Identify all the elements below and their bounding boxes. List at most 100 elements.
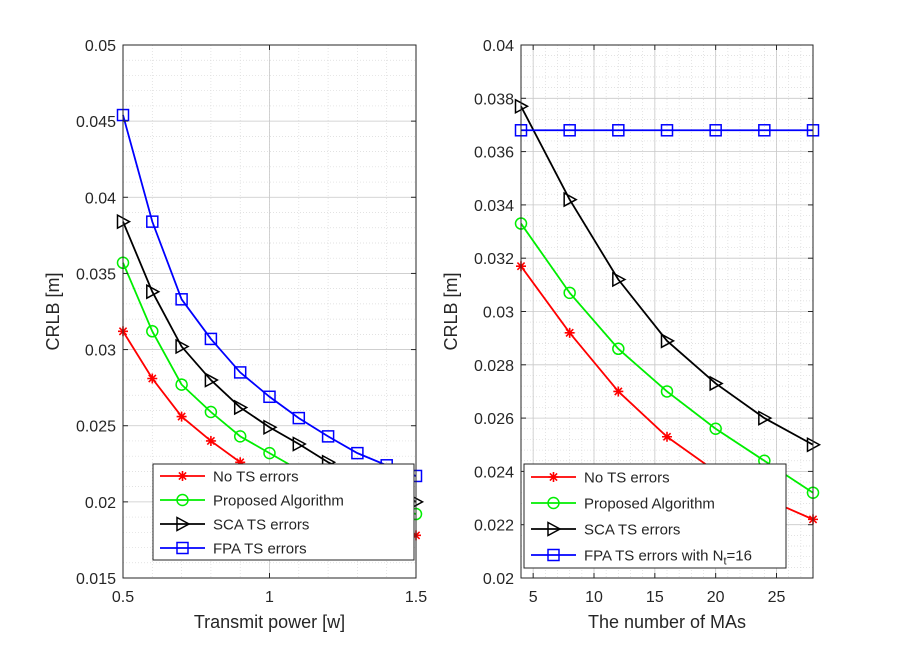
data-point (235, 457, 246, 468)
y-tick-label: 0.05 (85, 38, 116, 55)
legend-entry-no-ts-errors: No TS errors (160, 469, 299, 486)
data-point (660, 124, 674, 137)
legend-label: No TS errors (584, 470, 670, 487)
legend-label: SCA TS errors (584, 522, 680, 539)
x-tick-label: 5 (529, 589, 538, 606)
legend-entry-sca-ts-errors: SCA TS errors (531, 521, 680, 539)
ticks: 0.015 0.02 0.025 0.03 0.035 0.04 0.045 0.05 0.5 1… (76, 38, 427, 606)
series-line (122, 114, 417, 477)
data-point (204, 405, 218, 419)
data-point (660, 333, 676, 349)
legend-label: SCA TS errors (213, 517, 309, 534)
x-axis-label: Transmit power [w] (194, 612, 345, 632)
data-point (563, 191, 578, 208)
y-tick-label: 0.032 (474, 251, 514, 268)
y-tick-label: 0.03 (85, 343, 116, 360)
y-tick-label: 0.025 (76, 419, 116, 436)
legend-label: No TS errors (213, 469, 299, 486)
y-tick-label: 0.028 (474, 358, 514, 375)
data-point (612, 342, 625, 356)
data-point (564, 327, 575, 338)
x-tick-label: 10 (585, 589, 603, 606)
data-point (612, 271, 627, 288)
legend-label: FPA TS errors (213, 541, 307, 558)
data-point (176, 411, 187, 422)
legend-box (523, 463, 787, 569)
data-point (233, 366, 247, 379)
legend-label: Proposed Algorithm (213, 493, 344, 510)
legend-entry-sca-ts-errors: SCA TS errors (160, 516, 309, 534)
y-axis-label: CRLB [m] (43, 272, 63, 350)
ticks: 0.02 0.022 0.024 0.026 0.028 0.03 0.032 0.034 0.… (474, 38, 813, 606)
y-tick-label: 0.03 (483, 305, 514, 322)
legend-marker (177, 471, 188, 481)
y-tick-label: 0.022 (474, 518, 514, 535)
x-tick-label: 1 (265, 589, 274, 606)
legend-marker (548, 472, 559, 482)
legend-entry-no-ts-errors: No TS errors (531, 470, 670, 487)
data-point (351, 446, 364, 460)
y-tick-label: 0.038 (474, 91, 514, 108)
data-point (758, 410, 773, 426)
y-tick-label: 0.036 (474, 145, 514, 162)
x-tick-label: 0.5 (112, 589, 134, 606)
data-point (204, 372, 219, 388)
legend-label: Proposed Algorithm (584, 496, 715, 513)
data-point (147, 373, 158, 384)
y-axis-label: CRLB [m] (441, 272, 461, 350)
y-tick-label: 0.02 (483, 571, 514, 588)
data-point (175, 378, 188, 391)
legend-entry-proposed-algorithm: Proposed Algorithm (160, 493, 344, 510)
legend-marker (547, 548, 560, 562)
data-point (233, 430, 247, 443)
legend-label: FPA TS errors with Nt=16 (584, 548, 752, 568)
y-tick-label: 0.02 (85, 495, 116, 512)
data-point (662, 431, 672, 442)
legend-box (152, 463, 415, 561)
data-point (292, 411, 306, 425)
data-point (146, 283, 161, 300)
x-tick-label: 15 (646, 589, 664, 606)
series-group (514, 98, 822, 525)
data-point (613, 386, 624, 397)
data-point (263, 390, 276, 404)
data-point (263, 446, 276, 460)
data-point (175, 293, 188, 306)
data-point (204, 332, 218, 346)
data-point (321, 430, 335, 443)
data-point (709, 124, 722, 137)
legend-marker (176, 493, 189, 507)
data-point (292, 436, 307, 452)
y-tick-label: 0.04 (85, 190, 116, 207)
legend-marker (547, 496, 560, 510)
data-point (660, 385, 674, 398)
legend-marker (547, 521, 562, 537)
x-tick-label: 1.5 (405, 589, 427, 606)
data-point (146, 325, 159, 338)
legend-entry-fpa-ts-errors-with-n: FPA TS errors with Nt=16 (531, 548, 752, 568)
x-tick-label: 20 (707, 589, 725, 606)
x-tick-label: 25 (768, 589, 786, 606)
data-point (758, 124, 771, 137)
legend-marker (176, 516, 191, 532)
legend-entry-fpa-ts-errors: FPA TS errors (160, 541, 307, 558)
data-point (563, 286, 576, 300)
y-tick-label: 0.015 (76, 571, 116, 588)
y-tick-label: 0.04 (483, 38, 514, 55)
data-point (205, 435, 216, 446)
series-line (520, 105, 814, 446)
data-point (233, 399, 249, 416)
series-line (520, 223, 814, 494)
legend-marker (176, 541, 189, 555)
data-point (612, 124, 625, 137)
chart-number-of-mas: 0.02 0.022 0.024 0.026 0.028 0.03 0.032 0.034 0.… (441, 38, 822, 632)
series-proposed-algorithm (514, 217, 820, 499)
legend: No TS errors Proposed Algorithm SCA TS err… (152, 463, 415, 561)
y-tick-label: 0.026 (474, 411, 514, 428)
y-tick-label: 0.024 (474, 464, 514, 481)
data-point (709, 422, 722, 436)
x-axis-label: The number of MAs (588, 612, 746, 632)
legend-entry-proposed-algorithm: Proposed Algorithm (531, 496, 715, 513)
y-tick-label: 0.045 (76, 114, 116, 131)
data-point (263, 419, 278, 435)
